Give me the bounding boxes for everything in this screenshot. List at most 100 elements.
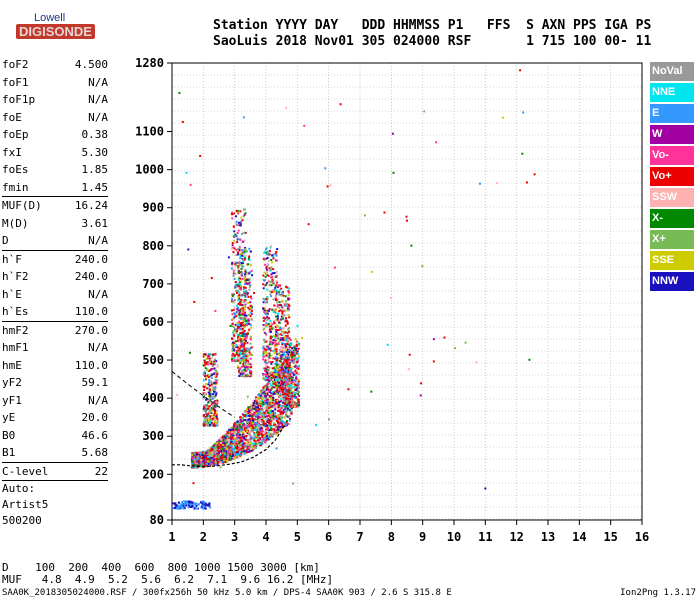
echo-point — [286, 322, 289, 325]
echo-point — [191, 457, 194, 460]
echo-point — [244, 445, 247, 448]
param-value: 240.0 — [74, 270, 108, 283]
echo-point — [239, 452, 242, 455]
echo-point — [270, 349, 273, 352]
echo-point — [221, 452, 224, 455]
echo-point — [258, 411, 261, 414]
echo-point — [233, 423, 236, 426]
echo-point — [279, 421, 282, 424]
echo-point — [280, 330, 283, 333]
echo-point — [231, 437, 234, 440]
param-row-foep: foEp 0.38 — [2, 126, 108, 144]
echo-point — [270, 420, 273, 423]
echo-point — [237, 366, 240, 369]
echo-point — [204, 361, 207, 364]
echo-point — [270, 413, 273, 416]
echo-point — [290, 398, 293, 401]
echo-point — [267, 355, 270, 358]
echo-point — [206, 419, 209, 422]
echo-point — [242, 363, 245, 366]
echo-point — [252, 436, 255, 439]
echo-point — [231, 428, 234, 431]
echo-point — [261, 429, 264, 432]
echo-point — [294, 389, 297, 392]
echo-point — [288, 347, 291, 350]
echo-point — [275, 275, 278, 278]
echo-point — [295, 352, 298, 355]
echo-point — [246, 324, 249, 327]
echo-point — [234, 340, 237, 343]
echo-point — [221, 460, 224, 463]
echo-point — [249, 342, 252, 345]
echo-point — [248, 369, 251, 372]
echo-point — [268, 249, 271, 252]
echo-point — [191, 462, 194, 465]
echo-point — [208, 409, 211, 412]
echo-point — [279, 309, 282, 312]
echo-point — [234, 439, 237, 442]
echo-point — [262, 307, 265, 310]
echo-point — [249, 354, 252, 357]
echo-point — [265, 434, 268, 437]
echo-point — [210, 418, 213, 421]
echo-point — [233, 235, 236, 238]
echo-point — [245, 359, 248, 362]
echo-point — [289, 349, 292, 352]
echo-point — [279, 328, 282, 331]
echo-point — [280, 304, 283, 307]
echo-point — [233, 455, 236, 458]
echo-point — [271, 428, 274, 431]
echo-point — [210, 393, 213, 396]
echo-point — [227, 445, 230, 448]
echo-point — [214, 403, 217, 406]
echo-point — [287, 303, 290, 306]
echo-point — [272, 357, 275, 360]
x-tick-label: 13 — [541, 530, 555, 544]
echo-point — [267, 427, 270, 430]
echo-point — [207, 412, 210, 415]
echo-point — [218, 442, 221, 445]
echo-point — [270, 385, 273, 388]
echo-point — [255, 397, 258, 400]
param-row-fxi: fxI 5.30 — [2, 144, 108, 162]
echo-point — [243, 258, 246, 261]
echo-point — [268, 317, 271, 320]
echo-point — [280, 381, 283, 384]
echo-point — [244, 254, 247, 257]
echo-point — [247, 418, 250, 421]
echo-point — [204, 407, 207, 410]
echo-point — [289, 417, 292, 420]
echo-point — [241, 277, 244, 280]
echo-point — [238, 224, 241, 227]
x-tick-label: 1 — [168, 530, 175, 544]
echo-point — [262, 416, 265, 419]
echo-point — [257, 397, 260, 400]
echo-point — [259, 429, 262, 432]
echo-point — [269, 325, 272, 328]
echo-point — [281, 373, 284, 376]
echo-point — [214, 387, 217, 390]
echo-point — [263, 436, 266, 439]
echo-point — [203, 453, 206, 456]
echo-point — [215, 453, 218, 456]
echo-point — [239, 362, 242, 365]
echo-point — [288, 409, 291, 412]
echo-point — [241, 253, 244, 256]
echo-point — [208, 378, 211, 381]
echo-point — [276, 301, 279, 304]
echo-point — [273, 272, 276, 275]
echo-point — [224, 435, 227, 438]
echo-point — [243, 273, 246, 276]
echo-point — [231, 454, 234, 457]
echo-point — [263, 432, 266, 435]
echo-point — [280, 397, 283, 400]
echo-point — [291, 392, 294, 395]
echo-point — [270, 354, 273, 357]
echo-point — [245, 367, 248, 370]
echo-point — [241, 446, 244, 449]
echo-point — [284, 300, 287, 303]
echo-point — [261, 399, 264, 402]
echo-point — [227, 436, 230, 439]
echo-point — [274, 362, 277, 365]
echo-point — [271, 288, 274, 291]
